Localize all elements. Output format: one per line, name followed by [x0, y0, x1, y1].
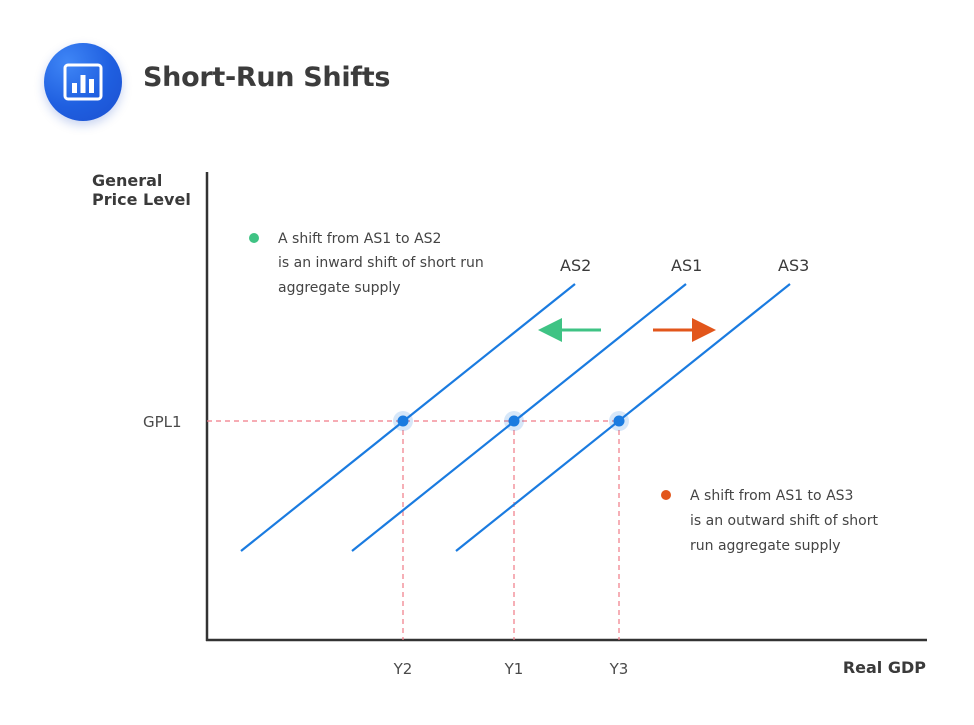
output-label-y2: Y2 — [393, 660, 413, 678]
price-level-label: GPL1 — [143, 413, 182, 431]
inward-note-bullet — [249, 233, 259, 243]
output-label-y1: Y1 — [504, 660, 524, 678]
y-axis-label: General Price Level — [92, 171, 191, 209]
inward-note: A shift from AS1 to AS2 is an inward shi… — [278, 231, 488, 296]
x-axis-label: Real GDP — [843, 658, 926, 677]
bar-chart-icon — [63, 63, 103, 101]
page-title: Short-Run Shifts — [143, 62, 391, 93]
outward-note: A shift from AS1 to AS3 is an outward sh… — [690, 488, 882, 554]
output-label-y3: Y3 — [609, 660, 629, 678]
outward-note-bullet — [661, 490, 671, 500]
point-as2 — [397, 415, 409, 427]
point-as3 — [613, 415, 625, 427]
as1-curve — [351, 283, 687, 552]
as1-label: AS1 — [671, 256, 702, 275]
logo-badge — [44, 43, 122, 121]
point-as1 — [508, 415, 520, 427]
as2-curve — [240, 283, 576, 552]
as2-label: AS2 — [560, 256, 591, 275]
as3-label: AS3 — [778, 256, 809, 275]
